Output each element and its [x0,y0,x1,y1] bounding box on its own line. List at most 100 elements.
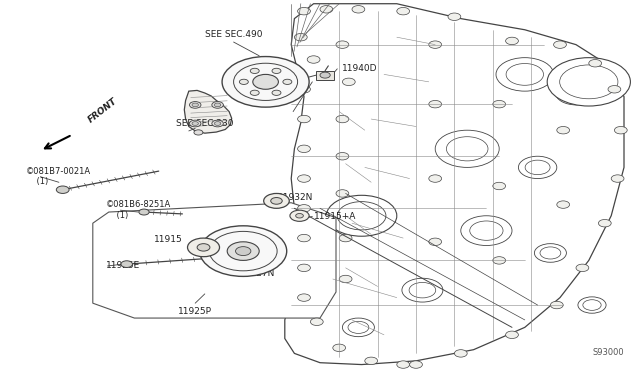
Circle shape [298,7,310,15]
Circle shape [250,68,259,74]
Circle shape [339,234,352,242]
Circle shape [336,41,349,48]
Circle shape [525,160,550,174]
Text: ©081B6-8251A
    (1): ©081B6-8251A (1) [106,201,171,220]
Circle shape [139,209,149,215]
Circle shape [310,318,323,326]
Circle shape [337,202,386,230]
Circle shape [554,41,566,48]
Circle shape [598,219,611,227]
Circle shape [188,238,220,257]
Circle shape [348,321,369,333]
Circle shape [298,115,310,123]
Circle shape [506,331,518,339]
Circle shape [212,120,223,127]
Circle shape [447,137,488,161]
Text: 11940D: 11940D [342,64,378,73]
Text: 11925P: 11925P [178,307,212,316]
Circle shape [298,234,310,242]
Circle shape [192,122,198,125]
Circle shape [227,242,259,260]
Text: SEE SEC.490: SEE SEC.490 [205,30,262,39]
Circle shape [283,79,292,84]
Circle shape [298,205,310,212]
Circle shape [342,318,374,337]
Circle shape [298,264,310,272]
Circle shape [429,100,442,108]
Circle shape [194,130,203,135]
Circle shape [429,238,442,246]
Circle shape [294,33,307,41]
Circle shape [298,294,310,301]
Circle shape [189,120,201,127]
Circle shape [506,64,543,85]
Circle shape [493,257,506,264]
Text: 11925E: 11925E [106,262,140,270]
Circle shape [214,122,221,125]
Circle shape [197,244,210,251]
Circle shape [550,301,563,309]
Circle shape [222,57,309,107]
Text: ©081B7-0021A
    (1): ©081B7-0021A (1) [26,167,91,186]
Circle shape [429,41,442,48]
Circle shape [518,156,557,179]
Circle shape [209,231,277,271]
Circle shape [272,68,281,74]
Circle shape [454,350,467,357]
Circle shape [320,6,333,13]
Circle shape [589,60,602,67]
Text: S93000: S93000 [593,348,624,357]
Circle shape [212,102,223,108]
Circle shape [448,13,461,20]
Circle shape [429,175,442,182]
Circle shape [540,247,561,259]
Circle shape [200,226,287,276]
Circle shape [496,58,554,91]
Circle shape [336,153,349,160]
Text: FRONT: FRONT [86,96,119,125]
Circle shape [320,72,330,78]
Circle shape [493,100,506,108]
Circle shape [435,130,499,167]
Polygon shape [285,4,624,365]
Circle shape [307,56,320,63]
Circle shape [339,275,352,283]
Circle shape [290,210,309,221]
Text: 11915: 11915 [154,235,182,244]
Circle shape [234,63,298,100]
Polygon shape [93,203,336,318]
Circle shape [461,216,512,246]
Circle shape [352,6,365,13]
Circle shape [121,261,132,267]
Circle shape [409,282,436,298]
Circle shape [493,182,506,190]
Circle shape [336,115,349,123]
Circle shape [271,198,282,204]
Circle shape [563,85,589,101]
Circle shape [578,297,606,313]
Circle shape [264,193,289,208]
Circle shape [326,195,397,236]
Circle shape [547,58,630,106]
Circle shape [272,90,281,95]
Circle shape [397,7,410,15]
Circle shape [56,186,69,193]
Circle shape [557,126,570,134]
Circle shape [560,65,618,99]
Circle shape [470,221,503,240]
Circle shape [239,79,248,84]
Circle shape [534,244,566,262]
Circle shape [583,300,601,310]
Circle shape [214,103,221,107]
Circle shape [298,145,310,153]
Text: 11932N: 11932N [278,193,314,202]
Circle shape [236,247,251,256]
Circle shape [506,37,518,45]
Circle shape [298,86,310,93]
Circle shape [576,264,589,272]
Circle shape [333,344,346,352]
Bar [316,71,334,80]
Circle shape [557,201,570,208]
Circle shape [298,175,310,182]
Text: SEE SEC.230: SEE SEC.230 [176,119,234,128]
